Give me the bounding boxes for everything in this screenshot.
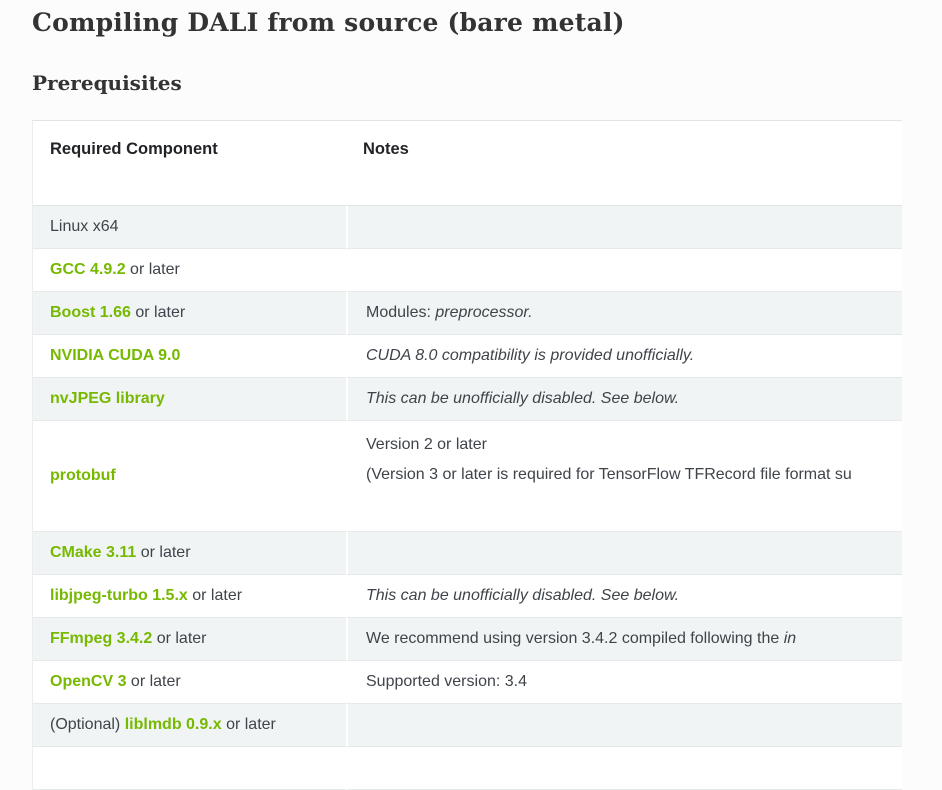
component-cell: Boost 1.66 or later [33,292,346,335]
component-cell: Linux x64 [33,206,346,249]
note-line: Version 2 or later [366,430,902,460]
table-row: libjpeg-turbo 1.5.x or later This can be … [33,575,902,618]
text: Version 2 or later [366,436,487,453]
text: (Version 3 or later is required for Tens… [366,466,852,483]
page-title: Compiling DALI from source (bare metal) [32,8,625,37]
table-row: CMake 3.11 or later [33,532,902,575]
notes-cell: This can be unofficially disabled. See b… [346,378,902,421]
component-link[interactable]: nvJPEG library [50,390,165,407]
text: or later [221,716,276,733]
text: or later [136,544,191,561]
component-cell: NVIDIA CUDA 9.0 [33,335,346,378]
notes-cell: Modules: preprocessor. [346,292,902,335]
note-line: (Version 3 or later is required for Tens… [366,460,856,490]
note-line: Supported version: 3.4 [366,673,902,691]
prerequisites-table: Required Component Notes Linux x64 GCC 4.… [32,120,902,790]
component-link[interactable]: NVIDIA CUDA 9.0 [50,347,181,364]
notes-cell: CUDA 8.0 compatibility is provided unoff… [346,335,902,378]
section-heading-prerequisites: Prerequisites [32,71,182,95]
note-text-italic: This can be unofficially disabled. See b… [366,390,680,407]
note-text-italic: preprocessor. [435,304,533,321]
table-body: Linux x64 GCC 4.9.2 or later Boost 1.66 or… [33,206,902,790]
note-text-italic: This can be unofficially disabled. See b… [366,587,680,604]
note-line: We recommend using version 3.4.2 compile… [366,630,801,648]
component-cell: CMake 3.11 or later [33,532,346,575]
component-link[interactable]: CMake 3.11 [50,544,137,561]
component-cell [33,747,346,790]
notes-cell: Version 2 or later (Version 3 or later is… [346,421,902,532]
component-link[interactable]: protobuf [50,467,116,484]
text: or later [152,630,207,647]
component-cell: (Optional) liblmdb 0.9.x or later [33,704,346,747]
notes-cell [346,249,902,292]
text: or later [125,261,180,278]
text: Supported version: 3.4 [366,673,527,690]
table-row: GCC 4.9.2 or later [33,249,902,292]
component-cell: nvJPEG library [33,378,346,421]
text: or later [130,304,186,321]
header-row: Required Component Notes [33,121,902,206]
table-row: FFmpeg 3.4.2 or later We recommend using … [33,618,902,661]
text: (Optional) [50,716,125,733]
notes-cell [346,206,902,249]
notes-cell: Supported version: 3.4 [346,661,902,704]
note-text-italic: CUDA 8.0 compatibility is provided unoff… [366,347,695,364]
table-row [33,747,902,790]
table-row: NVIDIA CUDA 9.0 CUDA 8.0 compatibility is… [33,335,902,378]
text: We recommend using version 3.4.2 compile… [366,630,784,647]
component-cell: libjpeg-turbo 1.5.x or later [33,575,346,618]
component-link[interactable]: GCC 4.9.2 [50,261,126,278]
text: or later [126,673,181,690]
notes-cell [346,704,902,747]
notes-cell: We recommend using version 3.4.2 compile… [346,618,902,661]
table-row: OpenCV 3 or later Supported version: 3.4 [33,661,902,704]
component-link[interactable]: liblmdb 0.9.x [124,716,222,733]
table-row: Linux x64 [33,206,902,249]
component-cell: GCC 4.9.2 or later [33,249,346,292]
doc-content: Compiling DALI from source (bare metal) … [0,5,942,790]
note-text-italic: in [783,630,797,647]
note-line: This can be unofficially disabled. See b… [366,390,902,408]
component-link[interactable]: OpenCV 3 [50,673,127,690]
component-link[interactable]: FFmpeg 3.4.2 [50,630,153,647]
table-row: Boost 1.66 or later Modules: preprocessor… [33,292,902,335]
text: Modules: [366,304,436,321]
text: or later [187,587,243,604]
table-row: nvJPEG library This can be unofficially d… [33,378,902,421]
notes-cell [346,747,902,790]
note-line: This can be unofficially disabled. See b… [366,587,902,605]
notes-cell [346,532,902,575]
table-row: protobuf Version 2 or later (Version 3 or … [33,421,902,532]
column-header-notes: Notes [346,121,902,206]
note-line: Modules: preprocessor. [366,304,902,322]
table-header: Required Component Notes [33,121,902,206]
table-row: (Optional) liblmdb 0.9.x or later [33,704,902,747]
component-link[interactable]: Boost 1.66 [50,304,131,321]
note-line: CUDA 8.0 compatibility is provided unoff… [366,347,902,365]
component-cell: protobuf [33,421,346,532]
text: Linux x64 [50,218,119,235]
component-cell: FFmpeg 3.4.2 or later [33,618,346,661]
notes-cell: This can be unofficially disabled. See b… [346,575,902,618]
component-cell: OpenCV 3 or later [33,661,346,704]
component-link[interactable]: libjpeg-turbo 1.5.x [50,587,188,604]
column-header-required-component: Required Component [33,121,346,206]
